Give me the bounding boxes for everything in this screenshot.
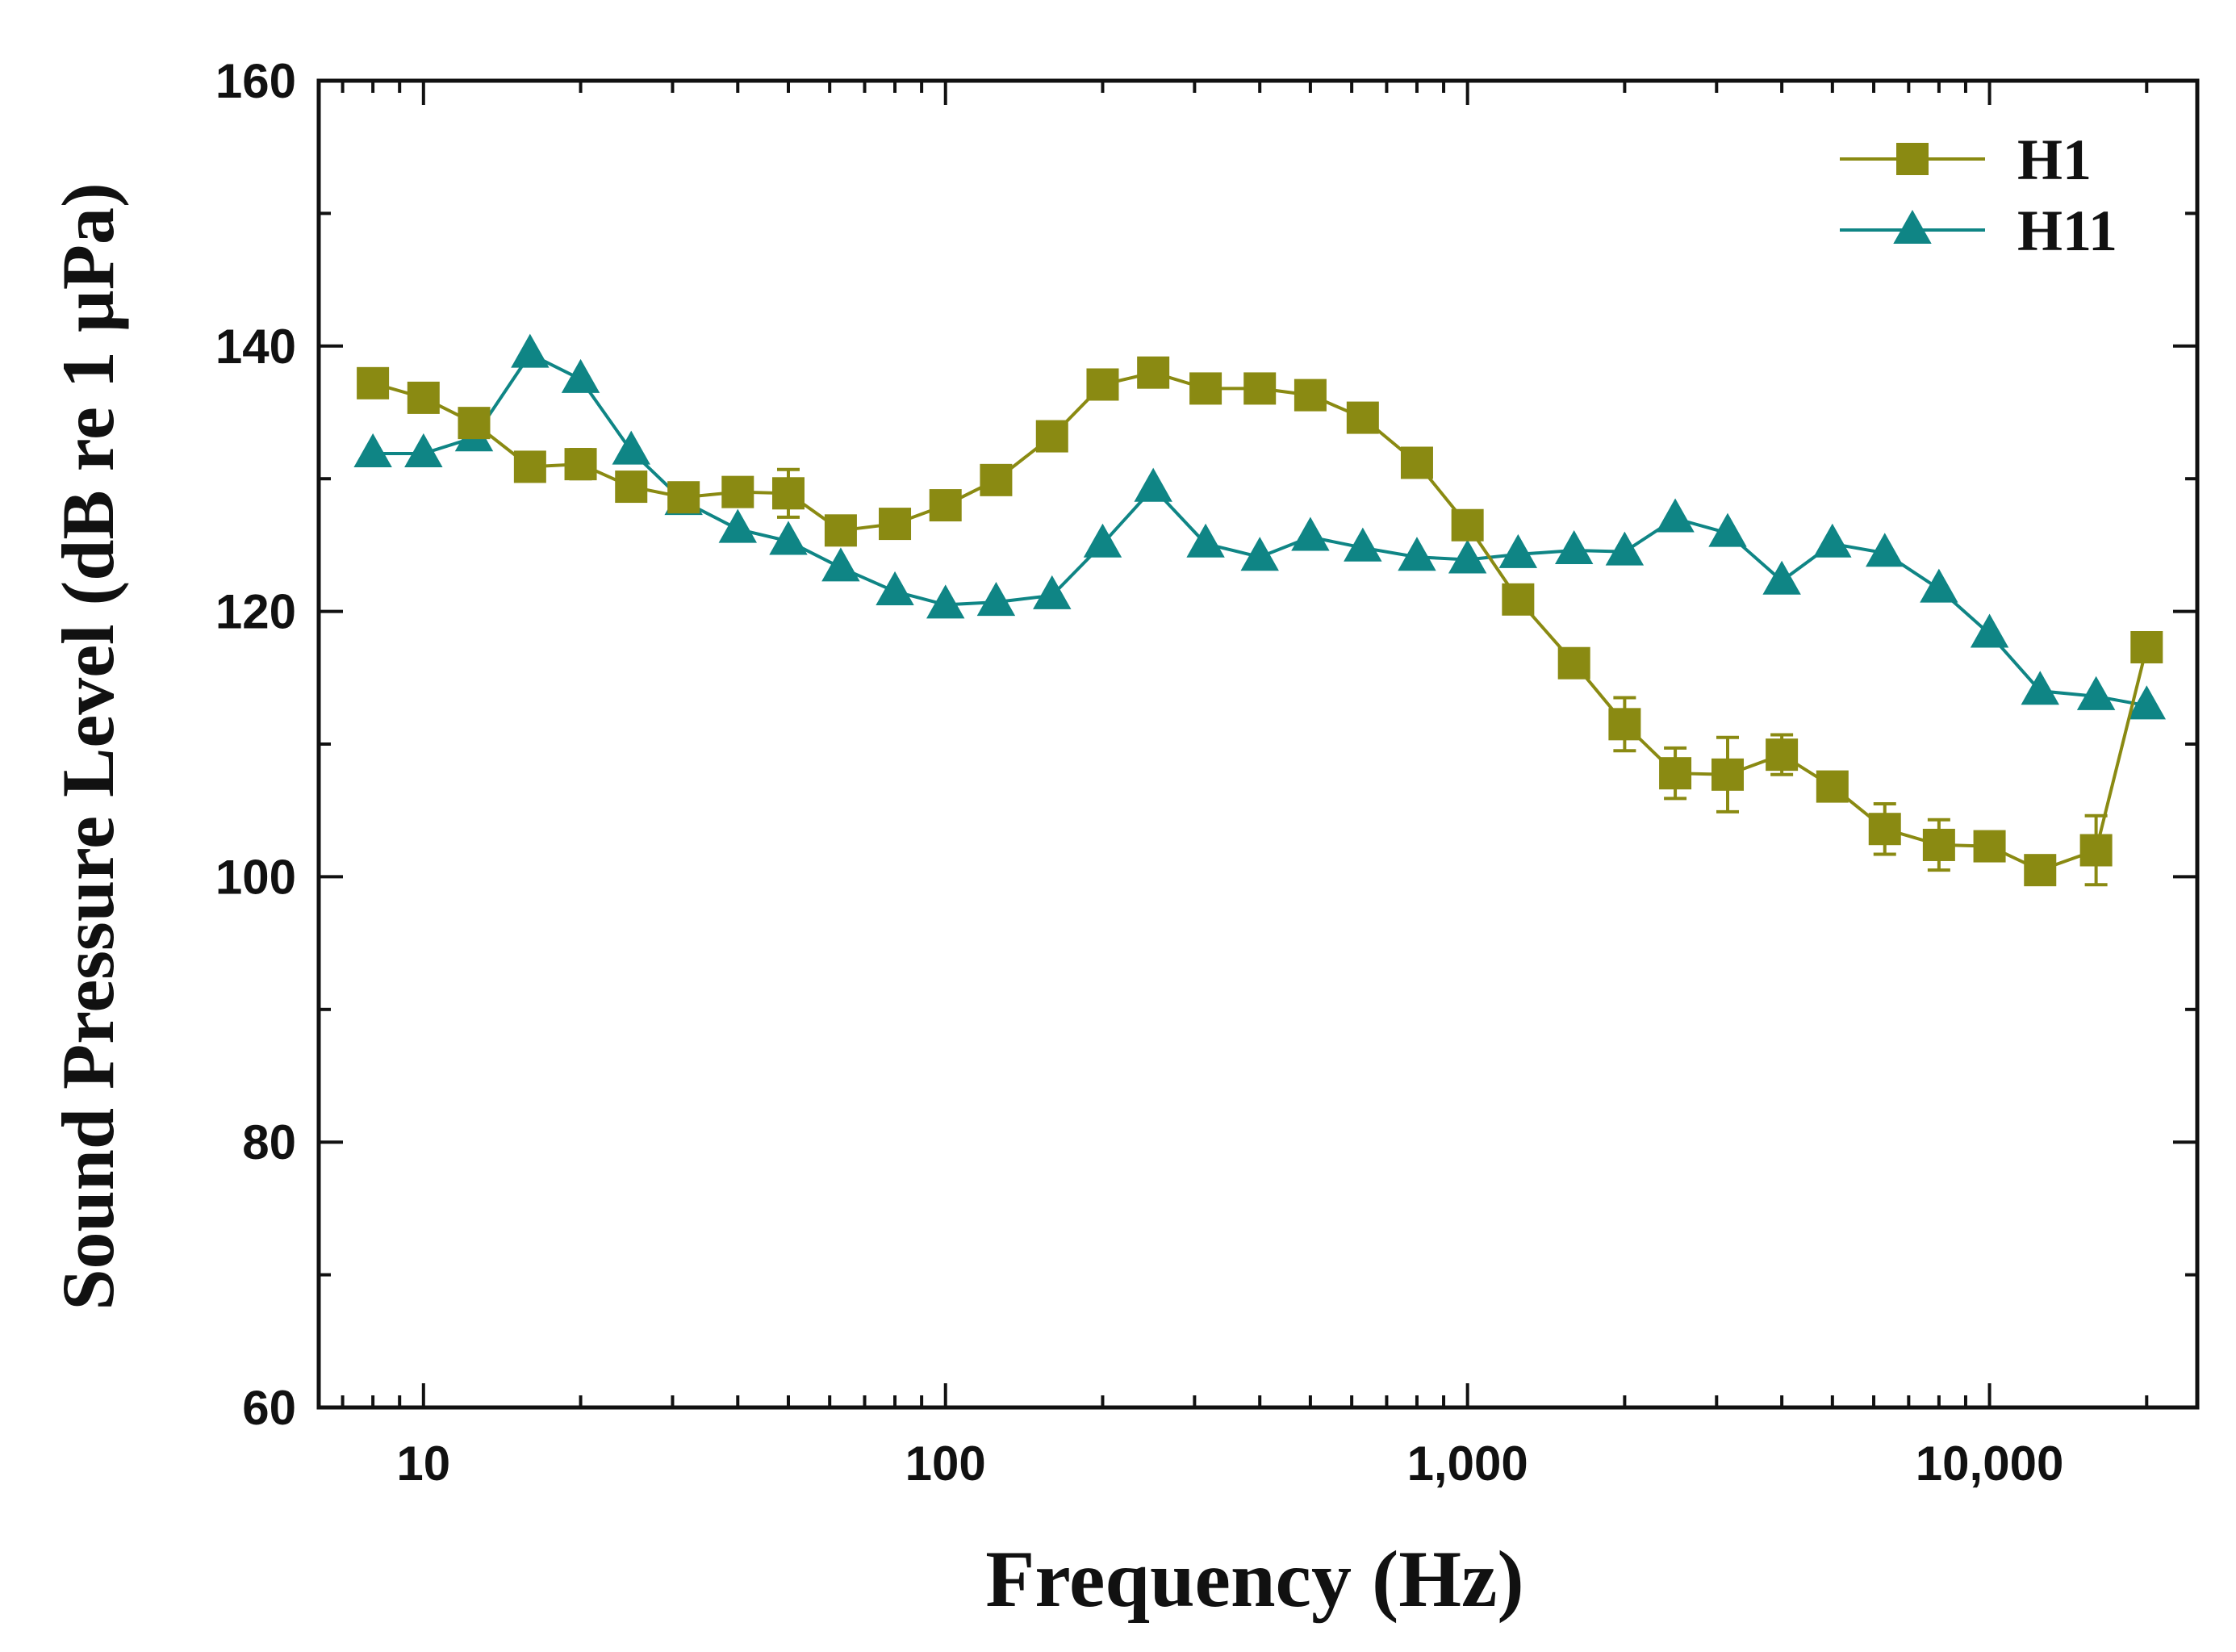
point-h1 (407, 381, 440, 414)
point-h11 (876, 571, 914, 605)
point-h1 (1035, 420, 1068, 453)
point-h11 (561, 358, 600, 393)
point-h1 (1922, 828, 1955, 861)
legend-marker-h11 (1893, 209, 1932, 244)
point-h1 (615, 471, 648, 504)
point-h1 (1973, 830, 2006, 863)
point-h1 (667, 481, 700, 514)
point-h11 (1240, 537, 1279, 571)
plot-frame (316, 78, 2200, 1410)
point-h11 (1498, 533, 1538, 568)
legend-marker-h1 (1896, 143, 1929, 175)
legend-label-h11: H11 (2017, 199, 2117, 263)
point-h1 (980, 463, 1013, 496)
y-tick-label: 60 (242, 1381, 296, 1435)
legend-item-h11: H11 (1840, 199, 2117, 263)
point-h1 (1189, 372, 1222, 405)
point-h1 (2079, 834, 2113, 867)
point-h1 (1243, 372, 1277, 405)
point-h11 (1083, 523, 1122, 558)
point-h11 (1134, 467, 1172, 502)
point-h1 (564, 448, 597, 481)
x-tick-label: 10,000 (1916, 1437, 2064, 1491)
point-h1 (1608, 708, 1641, 741)
point-h1 (2024, 854, 2057, 887)
y-tick-label: 120 (215, 585, 296, 639)
point-h11 (353, 433, 392, 467)
point-h1 (1137, 356, 1170, 389)
point-h11 (2076, 675, 2116, 710)
point-h11 (511, 333, 550, 368)
point-h11 (821, 547, 860, 582)
point-h1 (357, 366, 390, 399)
x-axis-title: Frequency (Hz) (985, 1534, 1523, 1624)
y-tick-label: 80 (242, 1115, 296, 1169)
point-h11 (1813, 523, 1852, 558)
y-axis-title: Sound Pressure Level (dB re 1 µPa) (47, 182, 129, 1310)
legend-label-h1: H1 (2017, 128, 2092, 192)
y-tick-label: 160 (215, 54, 296, 108)
point-h1 (513, 450, 546, 483)
x-tick-label: 1,000 (1407, 1437, 1528, 1491)
x-tick-label: 10 (396, 1437, 450, 1491)
point-h1 (1659, 757, 1692, 790)
series-layer (353, 333, 2167, 887)
point-h1 (1086, 368, 1119, 401)
point-h1 (1711, 758, 1745, 791)
point-h1 (1868, 813, 1901, 846)
point-h1 (824, 514, 857, 547)
point-h1 (1816, 770, 1849, 803)
point-h11 (2127, 685, 2167, 720)
point-h11 (1656, 498, 1695, 533)
point-h11 (926, 584, 965, 619)
point-h11 (1554, 529, 1594, 564)
point-h1 (1346, 401, 1379, 434)
y-tick-label: 100 (215, 850, 296, 904)
series-h11 (353, 333, 2167, 720)
point-h1 (879, 508, 912, 541)
point-h11 (404, 433, 443, 467)
point-h1 (1766, 738, 1799, 772)
legend-item-h1: H1 (1840, 128, 2092, 192)
point-h11 (1398, 537, 1436, 571)
point-h11 (718, 508, 758, 543)
series-h1 (357, 356, 2163, 887)
point-h1 (1451, 508, 1484, 542)
point-h1 (1557, 646, 1590, 680)
point-h11 (1344, 527, 1382, 562)
point-h11 (1033, 575, 1072, 609)
point-h1 (2130, 630, 2163, 663)
point-h11 (1186, 523, 1225, 558)
point-h1 (1400, 446, 1433, 479)
point-h11 (1866, 533, 1904, 567)
point-h11 (1605, 531, 1645, 566)
point-h1 (1294, 378, 1327, 412)
point-h1 (458, 407, 491, 440)
point-h1 (721, 475, 754, 508)
point-h1 (1502, 583, 1535, 616)
x-tick-label: 100 (905, 1437, 986, 1491)
point-h11 (1291, 517, 1330, 551)
point-h1 (929, 489, 962, 522)
point-h11 (1970, 613, 2009, 648)
point-h11 (1920, 568, 1958, 603)
point-h11 (2021, 671, 2059, 705)
point-h11 (976, 582, 1016, 617)
point-h11 (1762, 560, 1801, 595)
point-h11 (1708, 512, 1747, 547)
tick-labels: 10 100 1,000 10,000 60 80 100 120 140 160 (215, 54, 2063, 1491)
y-tick-label: 140 (215, 320, 296, 374)
point-h1 (771, 477, 805, 510)
point-h11 (1448, 539, 1487, 574)
point-h11 (769, 521, 808, 555)
point-h11 (612, 430, 650, 465)
